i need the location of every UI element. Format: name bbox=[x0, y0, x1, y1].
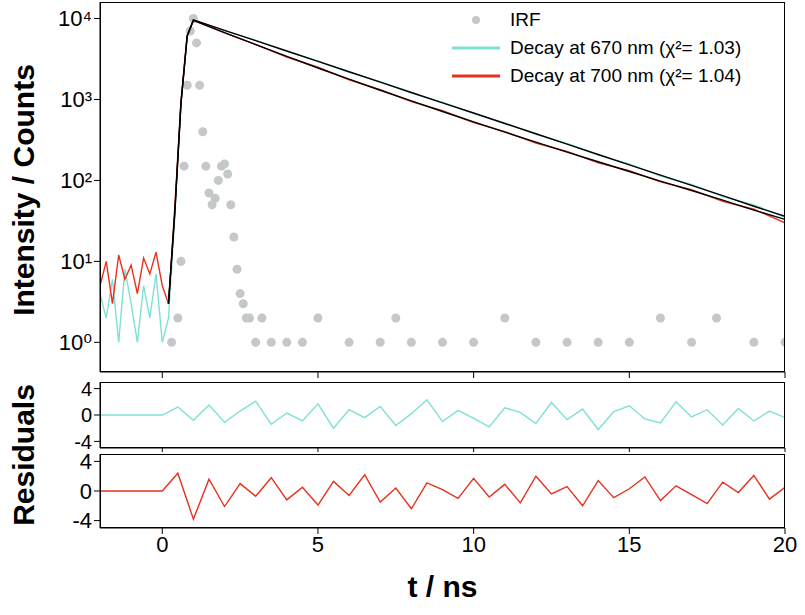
svg-text:0: 0 bbox=[80, 479, 92, 504]
svg-text:-4: -4 bbox=[74, 431, 92, 453]
html-text:t / ns: t / ns bbox=[407, 570, 478, 603]
svg-text:10³: 10³ bbox=[60, 87, 92, 112]
svg-text:10²: 10² bbox=[60, 168, 92, 193]
html-text:Decay at 670 nm (χ²= 1.03): Decay at 670 nm (χ²= 1.03) bbox=[510, 37, 742, 58]
svg-text:0: 0 bbox=[81, 404, 92, 426]
html-text:IRF: IRF bbox=[510, 9, 541, 30]
svg-text:-4: -4 bbox=[72, 508, 92, 533]
svg-text:10¹: 10¹ bbox=[60, 249, 92, 274]
svg-text:10⁴: 10⁴ bbox=[58, 6, 92, 31]
svg-text:10: 10 bbox=[461, 532, 485, 557]
svg-text:4: 4 bbox=[81, 380, 92, 400]
html-text:Decay at 700 nm (χ²= 1.04): Decay at 700 nm (χ²= 1.04) bbox=[510, 65, 742, 86]
svg-text:15: 15 bbox=[617, 532, 641, 557]
svg-text:0: 0 bbox=[156, 532, 168, 557]
svg-text:20: 20 bbox=[773, 532, 797, 557]
svg-text:4: 4 bbox=[80, 452, 92, 474]
html-text:Residuals: Residuals bbox=[7, 384, 40, 526]
svg-text:10⁰: 10⁰ bbox=[59, 330, 92, 355]
svg-text:5: 5 bbox=[312, 532, 324, 557]
html-text:Intensity / Counts: Intensity / Counts bbox=[7, 64, 40, 316]
